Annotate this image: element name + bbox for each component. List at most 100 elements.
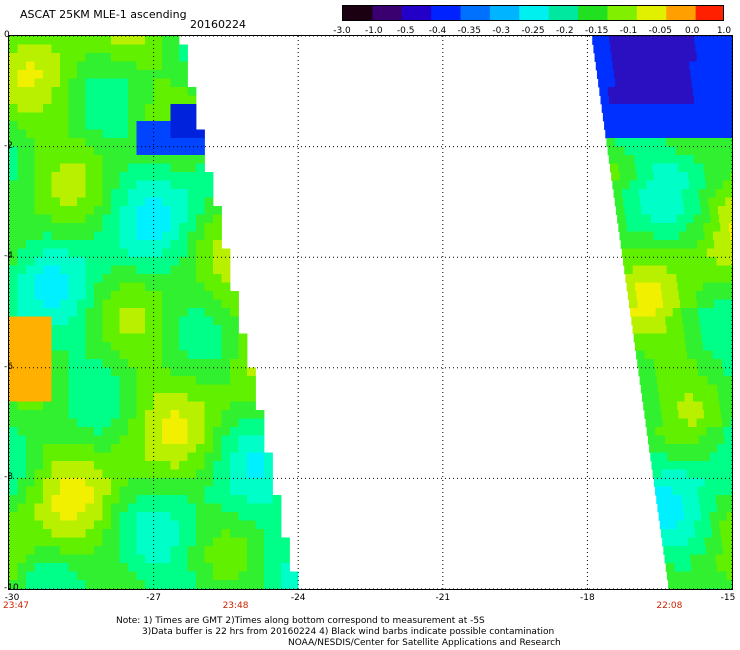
swath-cell [68,546,78,555]
swath-cell [34,435,44,445]
swath-cell [651,36,661,45]
swath-cell [696,172,706,181]
swath-cell [111,452,120,462]
swath-cell [26,520,35,530]
swath-cell [111,265,120,275]
swath-cell [119,206,129,215]
swath-cell [68,588,78,589]
swath-cell [119,112,129,122]
swath-cell [668,580,677,589]
swath-cell [676,274,686,283]
swath-cell [17,452,27,462]
swath-cell [9,138,18,147]
swath-cell [136,546,146,555]
swath-cell [17,486,27,496]
swath-cell [34,342,44,351]
swath-cell [34,44,44,54]
swath-cell [722,180,732,190]
swath-cell [43,78,52,88]
swath-cell [85,231,95,241]
swath-cell [730,478,732,487]
swath-cell [690,316,700,326]
swath-cell [153,546,163,555]
swath-cell [128,427,137,436]
swath-cell [187,563,197,572]
swath-cell [690,376,700,385]
swath-cell [51,486,61,496]
swath-cell [264,563,273,572]
swath-cell [690,435,700,445]
wind-swath-map [9,36,732,589]
swath-cell [128,104,137,113]
swath-cell [659,214,669,224]
swath-cell [43,206,52,215]
swath-cell [9,265,18,275]
swath-cell [604,121,613,130]
swath-cell [609,36,619,45]
swath-cell [213,469,222,479]
swath-cell [34,36,44,45]
swath-cell [60,350,69,360]
swath-cell [646,367,656,377]
swath-cell [43,291,52,300]
swath-cell [170,36,180,45]
swath-cell [658,87,668,96]
swath-cell [639,376,649,385]
swath-cell [230,308,239,317]
swath-cell [26,554,35,564]
swath-cell [68,444,78,453]
swath-cell [26,104,35,113]
swath-cell [128,146,137,156]
swath-cell [204,461,214,470]
swath-cell [102,299,112,309]
swath-cell [145,180,154,190]
swath-cell [670,478,680,487]
swath-cell [247,376,256,385]
swath-cell [77,138,86,147]
swath-cell [196,265,205,275]
swath-cell [68,537,78,547]
swath-cell [720,44,730,54]
swath-cell [196,376,205,385]
swath-cell [664,495,674,504]
swath-cell [102,163,112,173]
swath-cell [685,461,695,470]
swath-cell [60,155,69,164]
swath-cell [255,588,265,589]
swath-cell [706,61,716,71]
swath-cell [687,478,697,487]
swath-cell [153,155,163,164]
swath-cell [662,53,672,62]
swath-cell [119,180,129,190]
swath-cell [119,223,129,232]
swath-cell [102,486,112,496]
swath-cell [26,580,35,589]
swath-cell [196,257,205,266]
swath-cell [34,104,44,113]
swath-cell [703,410,713,419]
swath-cell [77,452,86,462]
y-tick-label: -4 [4,251,13,262]
swath-cell [681,248,691,258]
swath-cell [187,529,197,538]
swath-cell [671,240,681,249]
swath-cell [111,231,120,241]
swath-cell [730,299,732,309]
swath-cell [153,580,163,589]
swath-cell [17,206,27,215]
swath-cell [60,146,69,156]
swath-cell [718,274,728,283]
swath-cell [187,316,197,326]
swath-cell [679,359,689,368]
swath-cell [68,393,78,402]
swath-cell [221,282,231,292]
swath-cell [653,231,663,241]
swath-cell [102,87,112,96]
swath-cell [221,512,231,521]
swath-cell [51,180,61,190]
swath-cell [9,129,18,139]
note-line-2: 3)Data buffer is 22 hrs from 20160224 4)… [142,627,555,637]
swath-cell [60,359,69,368]
swath-cell [102,257,112,266]
swath-cell [170,44,180,54]
